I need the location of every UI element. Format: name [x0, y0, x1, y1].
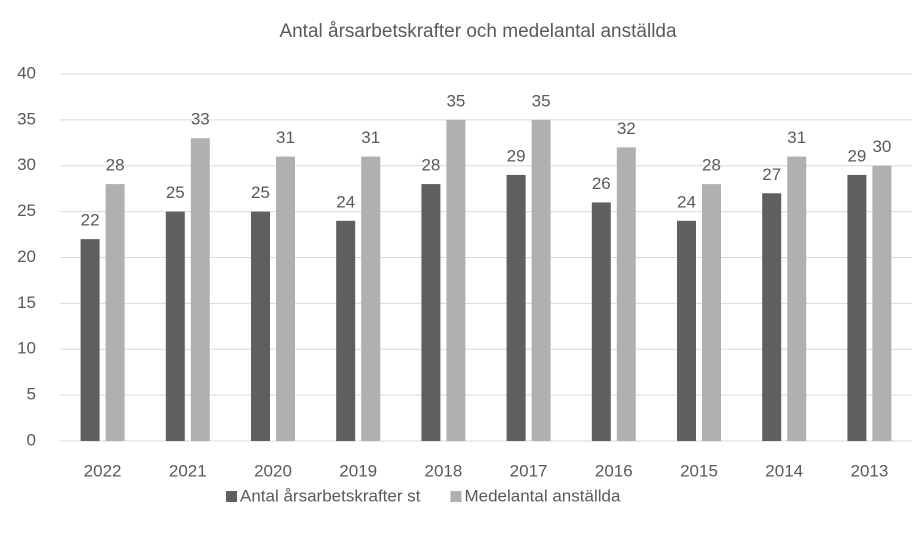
- y-tick-label: 10: [17, 339, 36, 358]
- data-label: 31: [787, 128, 806, 147]
- bar: [702, 184, 721, 441]
- data-label: 29: [847, 146, 866, 165]
- data-label: 28: [421, 156, 440, 175]
- data-label: 30: [872, 137, 891, 156]
- x-tick-label: 2013: [850, 461, 888, 480]
- data-label: 27: [762, 165, 781, 184]
- x-tick-label: 2014: [765, 461, 803, 480]
- bar: [165, 211, 185, 441]
- bar: [616, 147, 636, 441]
- bar: [336, 220, 356, 441]
- x-tick-label: 2021: [169, 461, 207, 480]
- data-label: 25: [166, 183, 185, 202]
- bar: [190, 138, 210, 441]
- data-label: 35: [532, 91, 551, 110]
- data-label: 31: [276, 128, 295, 147]
- x-tick-label: 2017: [510, 461, 548, 480]
- data-label: 26: [592, 174, 611, 193]
- chart-title: Antal årsarbetskrafter och medelantal an…: [279, 21, 677, 42]
- data-label: 25: [251, 183, 270, 202]
- bar: [591, 202, 611, 441]
- data-label: 32: [617, 119, 636, 138]
- bar: [446, 119, 466, 441]
- bar: [105, 184, 125, 441]
- data-label: 28: [702, 156, 721, 175]
- legend-swatch: [450, 491, 462, 502]
- x-tick-label: 2022: [84, 461, 122, 480]
- x-tick-label: 2020: [254, 461, 292, 480]
- data-label: 35: [446, 91, 465, 110]
- data-label: 24: [336, 192, 355, 211]
- legend-label: Medelantal anställda: [464, 486, 620, 505]
- bar: [677, 220, 696, 441]
- y-tick-label: 25: [17, 201, 36, 220]
- bar: [361, 156, 381, 441]
- data-label: 33: [191, 110, 210, 129]
- y-tick-label: 30: [17, 155, 36, 174]
- y-tick-label: 5: [27, 385, 36, 404]
- y-tick-label: 20: [17, 247, 36, 266]
- bar: [762, 193, 782, 441]
- y-tick-label: 35: [17, 109, 36, 128]
- bar: [847, 174, 867, 442]
- bar: [872, 165, 892, 441]
- x-tick-label: 2019: [339, 461, 377, 480]
- bar: [80, 239, 100, 441]
- data-label: 22: [81, 211, 100, 230]
- x-tick-label: 2016: [595, 461, 633, 480]
- data-label: 29: [507, 146, 526, 165]
- data-label: 28: [106, 156, 125, 175]
- bar: [787, 156, 807, 441]
- bar: [421, 184, 441, 441]
- bar: [531, 119, 551, 441]
- y-tick-label: 15: [17, 293, 36, 312]
- x-tick-label: 2018: [424, 461, 462, 480]
- bar: [276, 156, 295, 441]
- y-tick-label: 40: [17, 63, 36, 82]
- x-tick-label: 2015: [680, 461, 718, 480]
- bar: [251, 211, 270, 441]
- legend-swatch: [226, 491, 237, 502]
- y-tick-label: 0: [27, 430, 36, 449]
- data-label: 24: [677, 192, 696, 211]
- bar: [506, 174, 526, 442]
- legend-label: Antal årsarbetskrafter st: [240, 486, 421, 505]
- data-label: 31: [361, 128, 380, 147]
